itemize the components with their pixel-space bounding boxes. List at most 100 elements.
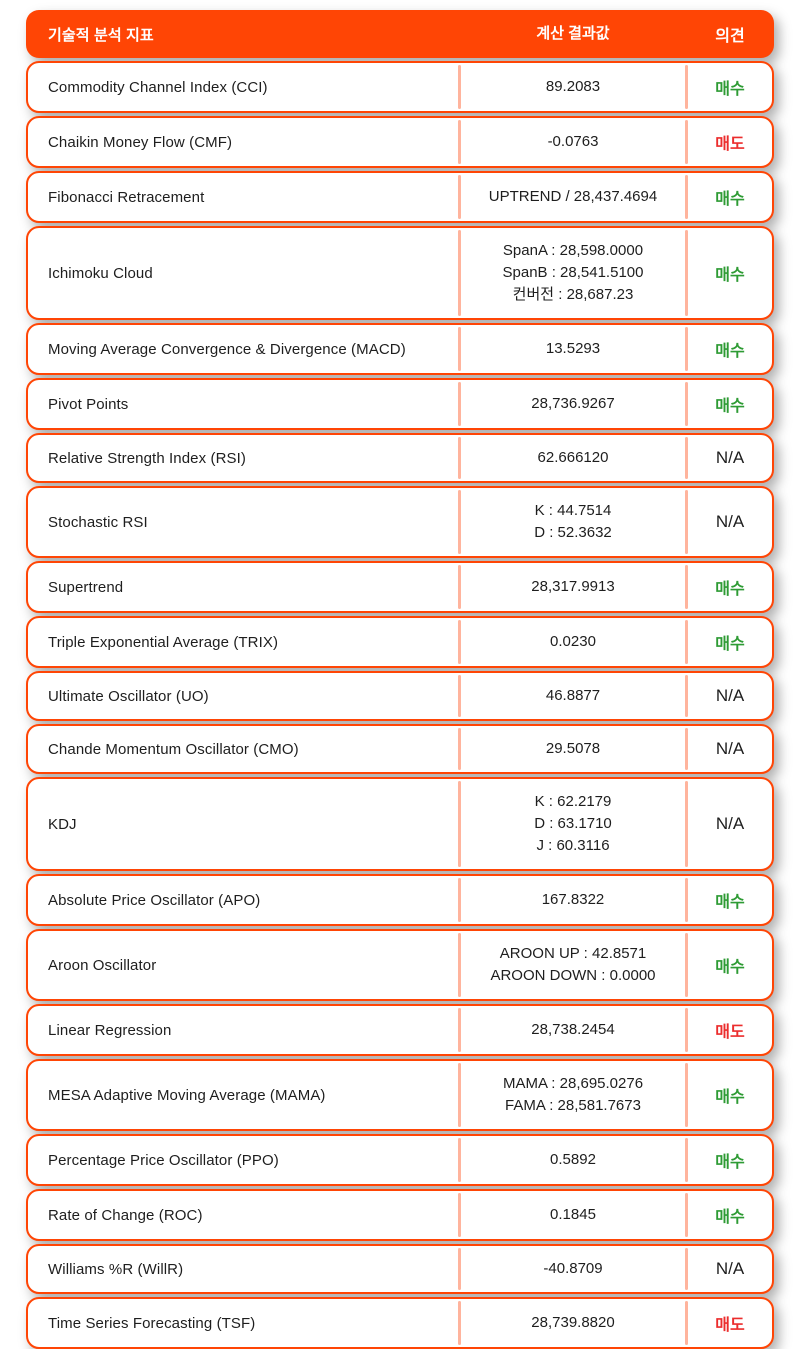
- column-divider: [458, 675, 461, 717]
- table-row: MESA Adaptive Moving Average (MAMA) MAMA…: [26, 1059, 774, 1131]
- indicator-name-cell: Triple Exponential Average (TRIX): [48, 633, 279, 651]
- opinion-cell: 매수: [715, 1209, 745, 1226]
- opinion-cell: 매도: [715, 1317, 745, 1334]
- table-row: Supertrend 28,317.9913 매수: [26, 561, 774, 613]
- value-line: AROON UP : 42.8571: [499, 945, 647, 962]
- column-divider: [458, 1008, 461, 1052]
- column-divider: [458, 65, 461, 109]
- value-line: SpanB : 28,541.5100: [502, 264, 644, 281]
- value-line: D : 63.1710: [534, 815, 612, 832]
- column-divider: [458, 781, 461, 867]
- column-divider: [685, 675, 688, 717]
- opinion-cell: 매수: [715, 894, 745, 911]
- value-cell: 13.5293: [461, 338, 685, 360]
- column-divider: [458, 728, 461, 770]
- value-line: K : 44.7514: [534, 502, 612, 519]
- column-divider: [685, 1193, 688, 1237]
- value-line: K : 62.2179: [534, 793, 612, 810]
- column-divider: [685, 565, 688, 609]
- value-line: 46.8877: [545, 687, 601, 704]
- table-row: Time Series Forecasting (TSF) 28,739.882…: [26, 1297, 774, 1349]
- column-divider: [458, 620, 461, 664]
- value-line: -40.8709: [543, 1260, 603, 1277]
- indicator-name-cell: KDJ: [48, 815, 77, 833]
- value-line: J : 60.3116: [536, 837, 610, 854]
- column-divider: [458, 382, 461, 426]
- column-divider: [685, 65, 688, 109]
- value-line: 28,736.9267: [531, 395, 615, 412]
- value-line: 28,317.9913: [531, 578, 615, 595]
- indicator-name-cell: Chaikin Money Flow (CMF): [48, 133, 233, 151]
- value-line: 컨버전 : 28,687.23: [512, 286, 634, 303]
- column-divider: [685, 175, 688, 219]
- indicator-name-cell: Chande Momentum Oscillator (CMO): [48, 740, 299, 758]
- column-divider: [685, 490, 688, 554]
- opinion-cell: 매수: [715, 343, 745, 360]
- column-divider: [685, 878, 688, 922]
- opinion-cell: N/A: [715, 512, 745, 531]
- value-cell: 28,317.9913: [461, 576, 685, 598]
- opinion-cell: 매수: [715, 81, 745, 98]
- table-row: Pivot Points 28,736.9267 매수: [26, 378, 774, 430]
- value-cell: AROON UP : 42.8571 AROON DOWN : 0.0000: [461, 943, 685, 987]
- table-row: Linear Regression 28,738.2454 매도: [26, 1004, 774, 1056]
- table-row: Chaikin Money Flow (CMF) -0.0763 매도: [26, 116, 774, 168]
- opinion-cell: 매도: [715, 1024, 745, 1041]
- indicator-name-cell: Commodity Channel Index (CCI): [48, 78, 268, 96]
- indicator-name-cell: Rate of Change (ROC): [48, 1206, 203, 1224]
- value-line: D : 52.3632: [534, 524, 612, 541]
- opinion-cell: N/A: [715, 1259, 745, 1278]
- column-divider: [458, 490, 461, 554]
- value-line: 29.5078: [545, 740, 601, 757]
- technical-indicator-table: 기술적 분석 지표 계산 결과값 의견 Commodity Channel In…: [26, 10, 774, 1349]
- opinion-cell: 매도: [715, 136, 745, 153]
- table-row: Fibonacci Retracement UPTREND / 28,437.4…: [26, 171, 774, 223]
- indicator-name-cell: Linear Regression: [48, 1021, 172, 1039]
- opinion-cell: 매수: [715, 581, 745, 598]
- value-line: 28,738.2454: [531, 1021, 615, 1038]
- column-divider: [685, 620, 688, 664]
- column-divider: [458, 1193, 461, 1237]
- column-divider: [685, 437, 688, 479]
- indicator-name-cell: Relative Strength Index (RSI): [48, 449, 246, 467]
- column-divider: [458, 327, 461, 371]
- column-divider: [458, 1248, 461, 1290]
- value-line: 13.5293: [545, 340, 601, 357]
- column-divider: [685, 728, 688, 770]
- table-row: Absolute Price Oscillator (APO) 167.8322…: [26, 874, 774, 926]
- value-line: UPTREND / 28,437.4694: [488, 188, 658, 205]
- opinion-cell: N/A: [715, 739, 745, 758]
- indicator-name-cell: Supertrend: [48, 578, 124, 596]
- table-row: Ultimate Oscillator (UO) 46.8877 N/A: [26, 671, 774, 721]
- column-divider: [685, 382, 688, 426]
- column-divider: [685, 120, 688, 164]
- value-cell: 0.0230: [461, 631, 685, 653]
- column-divider: [685, 1008, 688, 1052]
- opinion-cell: 매수: [715, 267, 745, 284]
- opinion-cell: 매수: [715, 959, 745, 976]
- column-divider: [458, 878, 461, 922]
- table-row: Aroon Oscillator AROON UP : 42.8571 AROON…: [26, 929, 774, 1001]
- column-divider: [458, 437, 461, 479]
- table-row: Moving Average Convergence & Divergence …: [26, 323, 774, 375]
- column-divider: [458, 230, 461, 316]
- value-line: -0.0763: [547, 133, 599, 150]
- table-row: Relative Strength Index (RSI) 62.666120 …: [26, 433, 774, 483]
- opinion-cell: 매수: [715, 636, 745, 653]
- value-cell: 0.5892: [461, 1149, 685, 1171]
- column-divider: [685, 327, 688, 371]
- table-row: Williams %R (WillR) -40.8709 N/A: [26, 1244, 774, 1294]
- indicator-name-cell: Stochastic RSI: [48, 513, 148, 531]
- value-cell: MAMA : 28,695.0276 FAMA : 28,581.7673: [461, 1073, 685, 1117]
- value-line: 89.2083: [545, 78, 601, 95]
- column-divider: [685, 781, 688, 867]
- value-line: 167.8322: [541, 891, 605, 908]
- value-cell: UPTREND / 28,437.4694: [461, 186, 685, 208]
- table-row: Triple Exponential Average (TRIX) 0.0230…: [26, 616, 774, 668]
- column-divider: [458, 175, 461, 219]
- column-divider: [685, 230, 688, 316]
- indicator-name-cell: Ichimoku Cloud: [48, 264, 153, 282]
- value-line: 0.1845: [550, 1206, 596, 1223]
- opinion-cell: 매수: [715, 1089, 745, 1106]
- value-line: AROON DOWN : 0.0000: [490, 967, 656, 984]
